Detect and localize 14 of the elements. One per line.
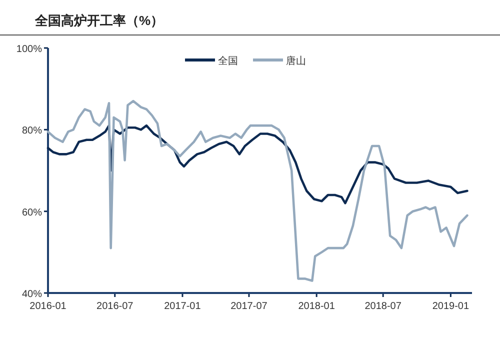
x-tick-label: 2017-01	[164, 301, 202, 312]
y-tick-label: 40%	[22, 289, 42, 300]
legend-label: 全国	[218, 55, 238, 67]
y-tick-label: 80%	[22, 126, 42, 137]
x-tick-label: 2019-01	[432, 301, 470, 312]
y-tick-label: 60%	[22, 207, 42, 218]
x-tick-label: 2016-01	[30, 301, 67, 312]
legend-label: 唐山	[286, 55, 306, 67]
y-tick-label: 100%	[16, 44, 42, 55]
chart-title: 全国高炉开工率（%）	[34, 13, 164, 28]
x-tick-label: 2018-01	[298, 301, 336, 312]
x-tick-label: 2016-07	[96, 301, 134, 312]
x-tick-label: 2017-07	[230, 301, 268, 312]
x-tick-label: 2018-07	[364, 301, 402, 312]
